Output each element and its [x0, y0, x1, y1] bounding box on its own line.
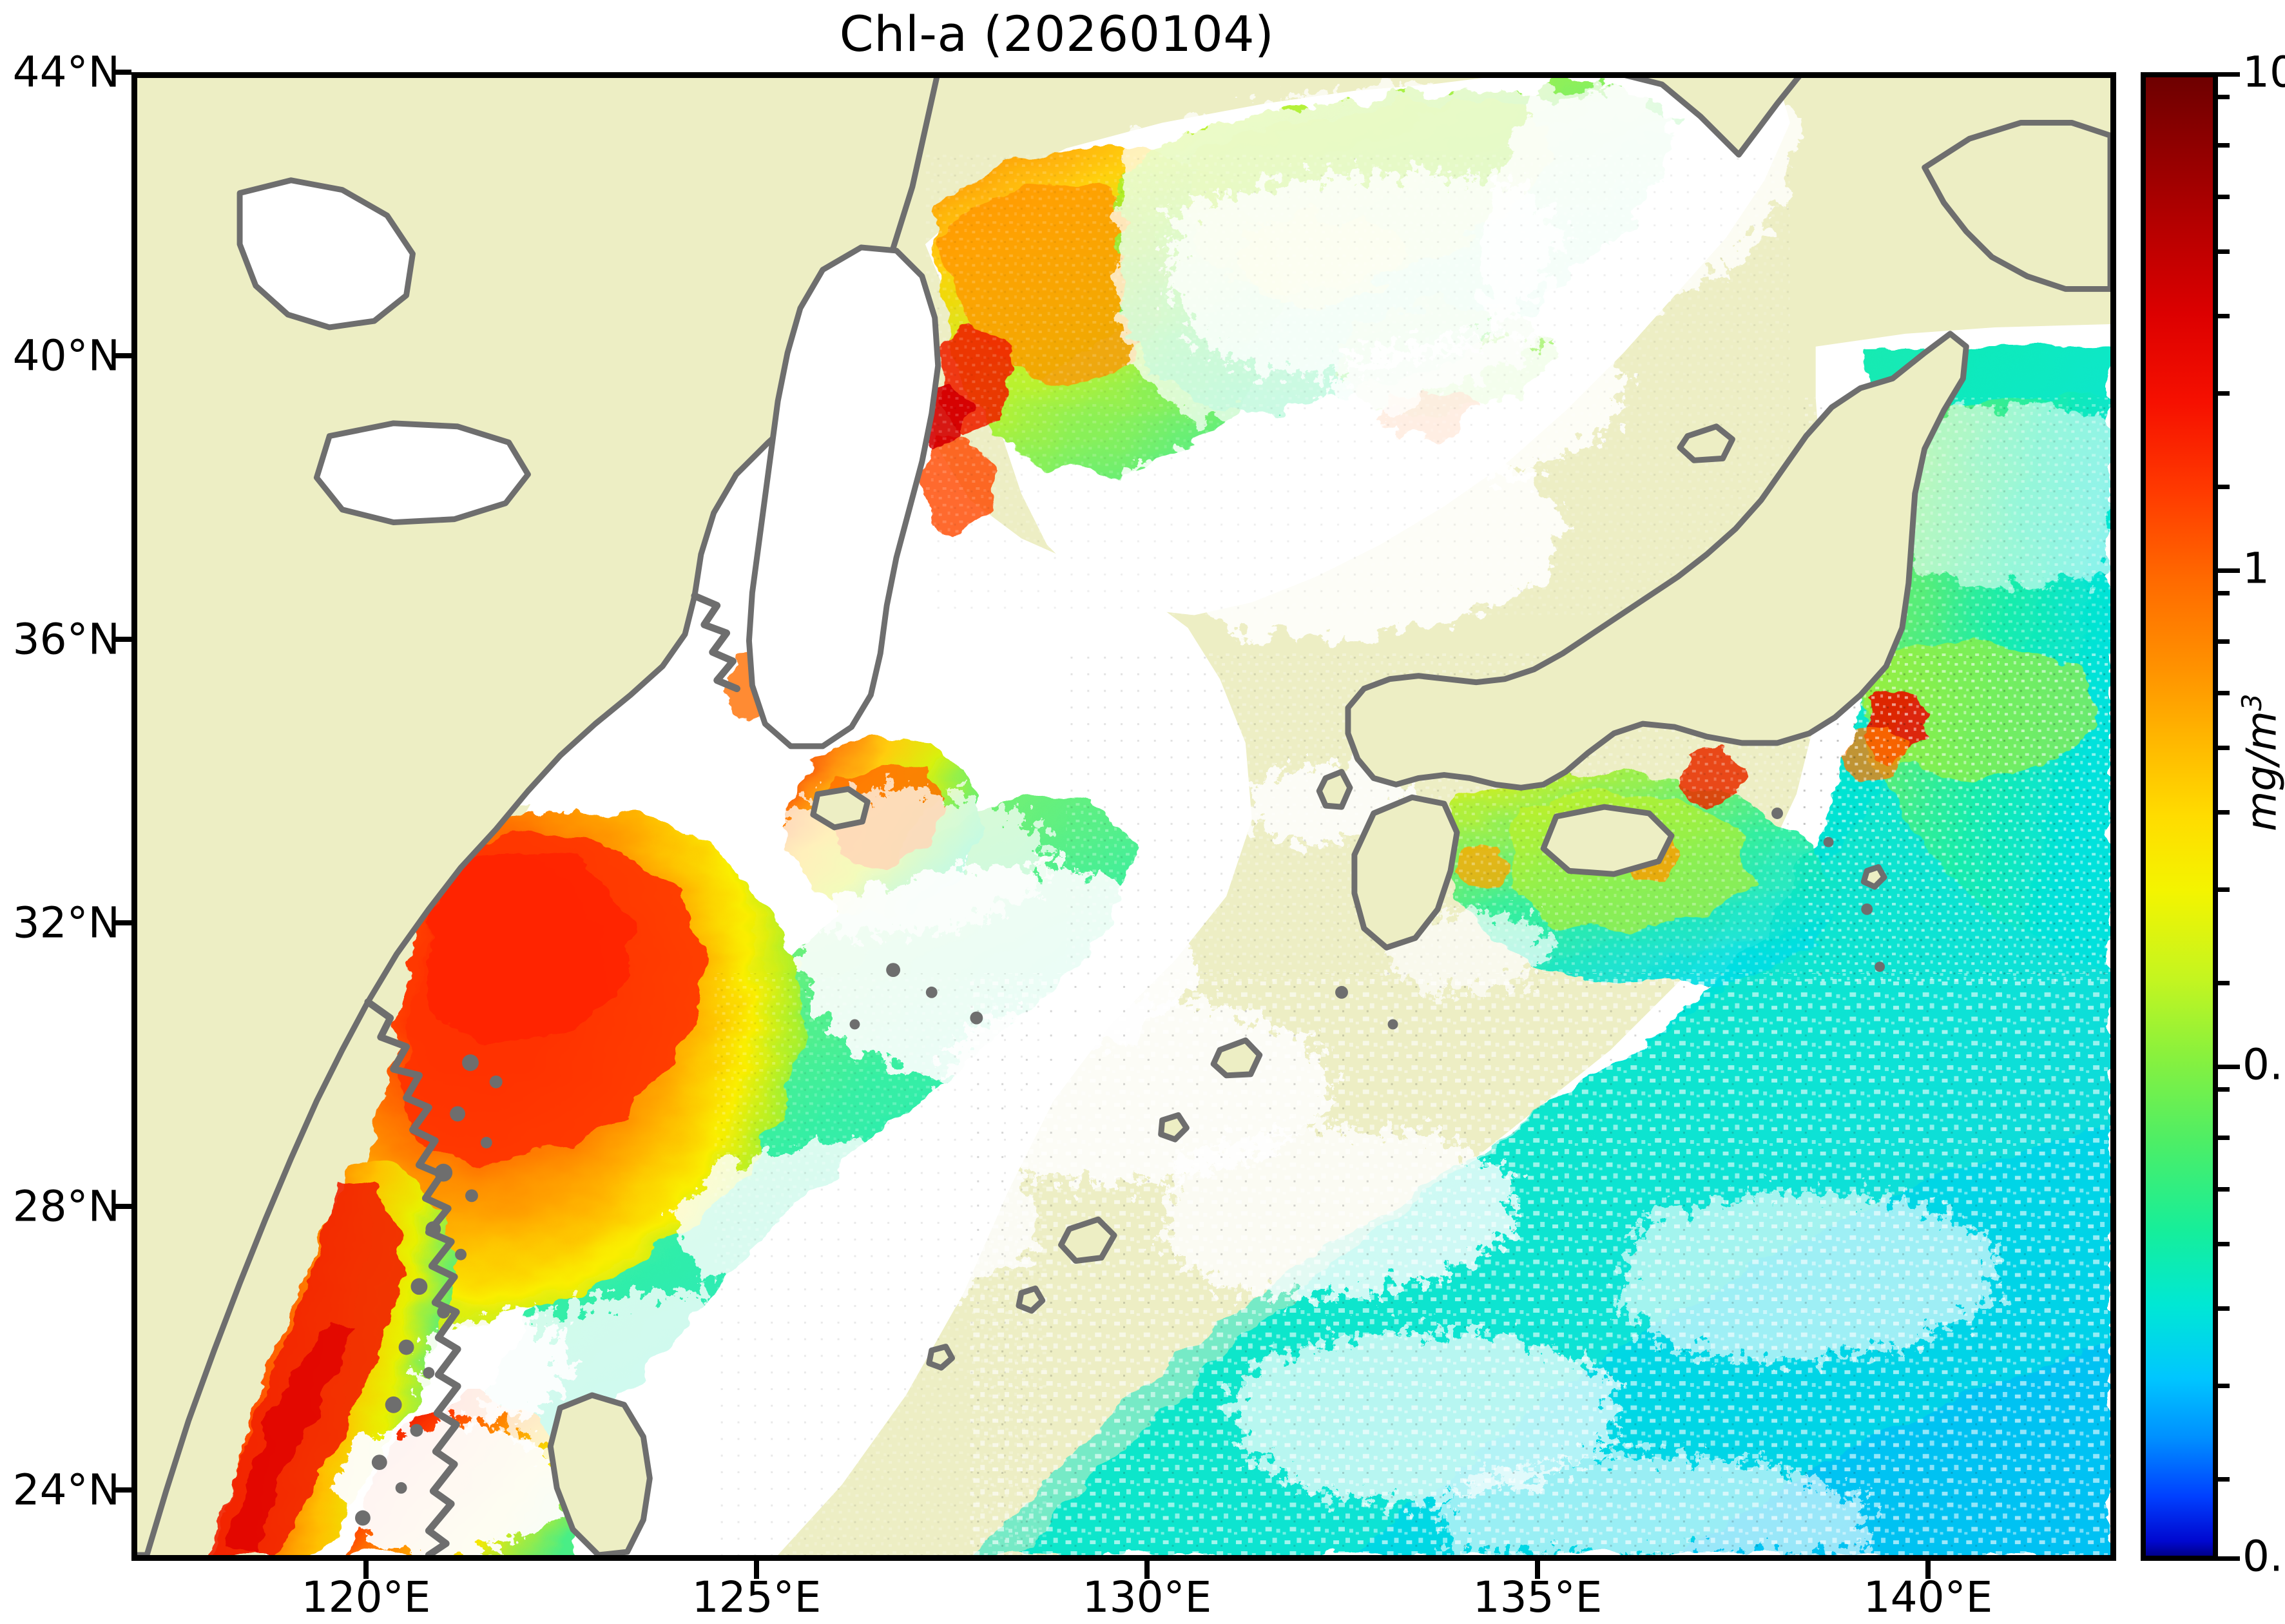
ytick-mark [113, 637, 131, 642]
ytick-label-24n: 24°N [12, 1465, 120, 1515]
colorbar-minor-tick [2213, 485, 2230, 489]
colorbar-axis-title: mg/m3 [2236, 693, 2285, 831]
colorbar-minor-tick [2213, 746, 2230, 750]
colorbar-minor-tick [2213, 314, 2230, 318]
map-plot-area [131, 72, 2116, 1561]
land-ryukyu-small-1 [1158, 1112, 1190, 1143]
ytick-label-36n: 36°N [12, 614, 120, 664]
colorbar-minor-tick [2213, 391, 2230, 396]
ytick-mark [113, 1487, 131, 1493]
land-honshu [1345, 331, 1969, 791]
landmasses [137, 78, 2110, 1555]
colorbar-minor-tick [2213, 887, 2230, 892]
colorbar-minor-tick [2213, 249, 2230, 254]
colorbar-label-0p01: 0.01 [2242, 1531, 2285, 1581]
colorbar-minor-tick [2213, 95, 2230, 99]
land-taiwan [547, 1392, 653, 1555]
colorbar-minor-tick [2213, 195, 2230, 199]
colorbar-minor-tick [2213, 1384, 2230, 1388]
ytick-label-44n: 44°N [12, 47, 120, 97]
colorbar-unit-exponent: 3 [2236, 693, 2268, 711]
land-amami [1210, 1037, 1263, 1079]
colorbar-minor-tick [2213, 143, 2230, 148]
xtick-label-140e: 140°E [1863, 1572, 1993, 1622]
colorbar [2141, 72, 2240, 1561]
land-ryukyu-small-3 [926, 1344, 956, 1371]
colorbar-tick-1 [2213, 568, 2240, 573]
land-jeju [810, 786, 871, 831]
colorbar-minor-tick [2213, 591, 2230, 595]
page-title: Chl-a (20260104) [839, 5, 1275, 63]
xtick-label-125e: 125°E [691, 1572, 822, 1622]
land-izu-islands [1860, 864, 1887, 890]
colorbar-minor-tick [2213, 810, 2230, 815]
ytick-label-32n: 32°N [12, 898, 120, 948]
colorbar-minor-tick [2213, 1477, 2230, 1482]
xtick-mark [754, 1561, 759, 1579]
chlorophyll-map [137, 78, 2110, 1555]
land-china-mainland [137, 78, 1802, 1555]
land-sado [1677, 423, 1735, 463]
colorbar-minor-tick [2213, 1187, 2230, 1192]
xtick-mark [1535, 1561, 1540, 1579]
land-ryukyu-small-2 [1016, 1285, 1046, 1314]
ytick-mark [113, 1204, 131, 1209]
xtick-mark [363, 1561, 369, 1579]
colorbar-label-10: 10 [2242, 47, 2285, 97]
colorbar-minor-tick [2213, 691, 2230, 695]
ytick-mark [113, 353, 131, 358]
colorbar-tick-0p01 [2213, 1556, 2240, 1561]
land-okinawa [1058, 1216, 1117, 1264]
land-shikoku [1540, 804, 1675, 877]
land-korea [746, 244, 941, 749]
colorbar-unit-text: mg/m [2238, 711, 2285, 831]
ytick-mark [113, 70, 131, 75]
land-kyushu [1351, 794, 1460, 951]
colorbar-minor-tick [2213, 1306, 2230, 1311]
colorbar-minor-tick [2213, 981, 2230, 985]
coastal-islets [355, 807, 1885, 1526]
colorbar-tick-10 [2213, 72, 2240, 77]
land-tsushima [1316, 769, 1353, 810]
colorbar-label-1: 1 [2242, 543, 2270, 594]
xtick-mark [1144, 1561, 1150, 1579]
colorbar-minor-tick [2213, 1136, 2230, 1140]
colorbar-minor-tick [2213, 639, 2230, 644]
xtick-mark [1925, 1561, 1931, 1579]
colorbar-label-0p1: 0.1 [2242, 1039, 2285, 1090]
ytick-mark [113, 920, 131, 925]
xtick-label-135e: 135°E [1472, 1572, 1603, 1622]
xtick-label-130e: 130°E [1082, 1572, 1212, 1622]
xtick-label-120e: 120°E [301, 1572, 431, 1622]
colorbar-tick-0p1 [2213, 1065, 2240, 1069]
colorbar-minor-tick [2213, 1087, 2230, 1092]
coastline-detail [364, 592, 740, 1555]
ytick-label-40n: 40°N [12, 331, 120, 381]
land-shandong [313, 420, 531, 526]
colorbar-minor-tick [2213, 1242, 2230, 1246]
land-bohai-coast [236, 177, 416, 331]
land-hokkaido [1922, 119, 2110, 292]
ytick-label-28n: 28°N [12, 1181, 120, 1232]
colorbar-gradient [2141, 72, 2218, 1561]
